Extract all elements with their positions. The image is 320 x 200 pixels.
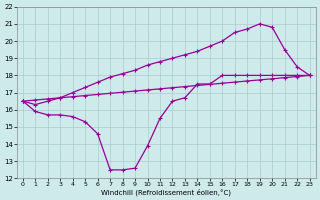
X-axis label: Windchill (Refroidissement éolien,°C): Windchill (Refroidissement éolien,°C) [101,188,231,196]
